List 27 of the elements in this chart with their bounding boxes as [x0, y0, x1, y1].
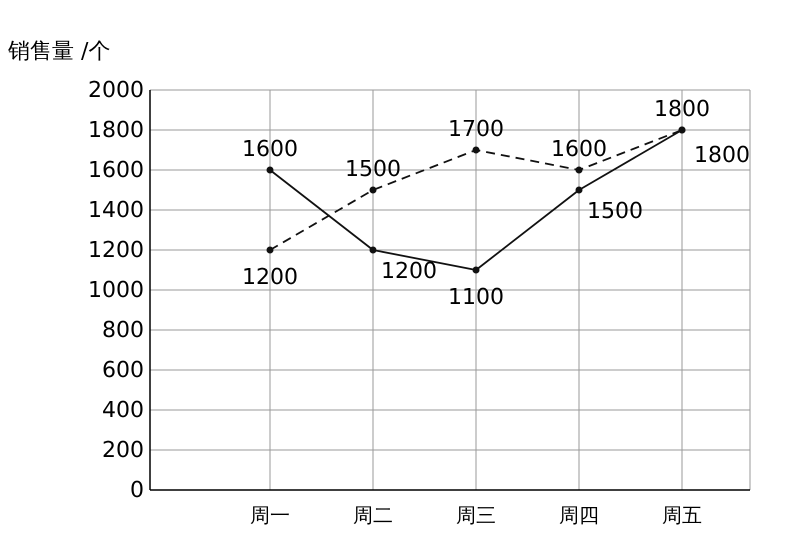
x-tick-label: 周一	[250, 503, 290, 528]
data-label: 1200	[381, 259, 437, 284]
y-tick-label: 1000	[88, 278, 144, 304]
data-label: 1200	[242, 265, 298, 290]
data-label: 1700	[448, 117, 504, 142]
y-tick-label: 800	[102, 318, 144, 344]
y-axis-title: 销售量 /个	[7, 39, 110, 64]
y-tick-label: 400	[102, 398, 144, 424]
y-tick-label: 1200	[88, 238, 144, 264]
x-tick-label: 周二	[353, 503, 393, 528]
y-tick-label: 1400	[88, 198, 144, 224]
y-tick-label: 200	[102, 438, 144, 464]
y-tick-label: 1600	[88, 158, 144, 184]
data-label: 1500	[345, 157, 401, 182]
data-label: 1600	[242, 137, 298, 162]
data-label: 1600	[551, 137, 607, 162]
y-tick-label: 2000	[88, 78, 144, 104]
x-tick-label: 周五	[662, 503, 702, 528]
data-label: 1800	[694, 143, 750, 168]
data-label: 1800	[654, 97, 710, 122]
y-tick-label: 600	[102, 358, 144, 384]
data-label: 1500	[587, 199, 643, 224]
x-tick-label: 周四	[559, 503, 599, 528]
y-tick-label: 0	[130, 478, 144, 504]
y-tick-label: 1800	[88, 118, 144, 144]
x-tick-label: 周三	[456, 503, 496, 528]
data-label: 1100	[448, 285, 504, 310]
